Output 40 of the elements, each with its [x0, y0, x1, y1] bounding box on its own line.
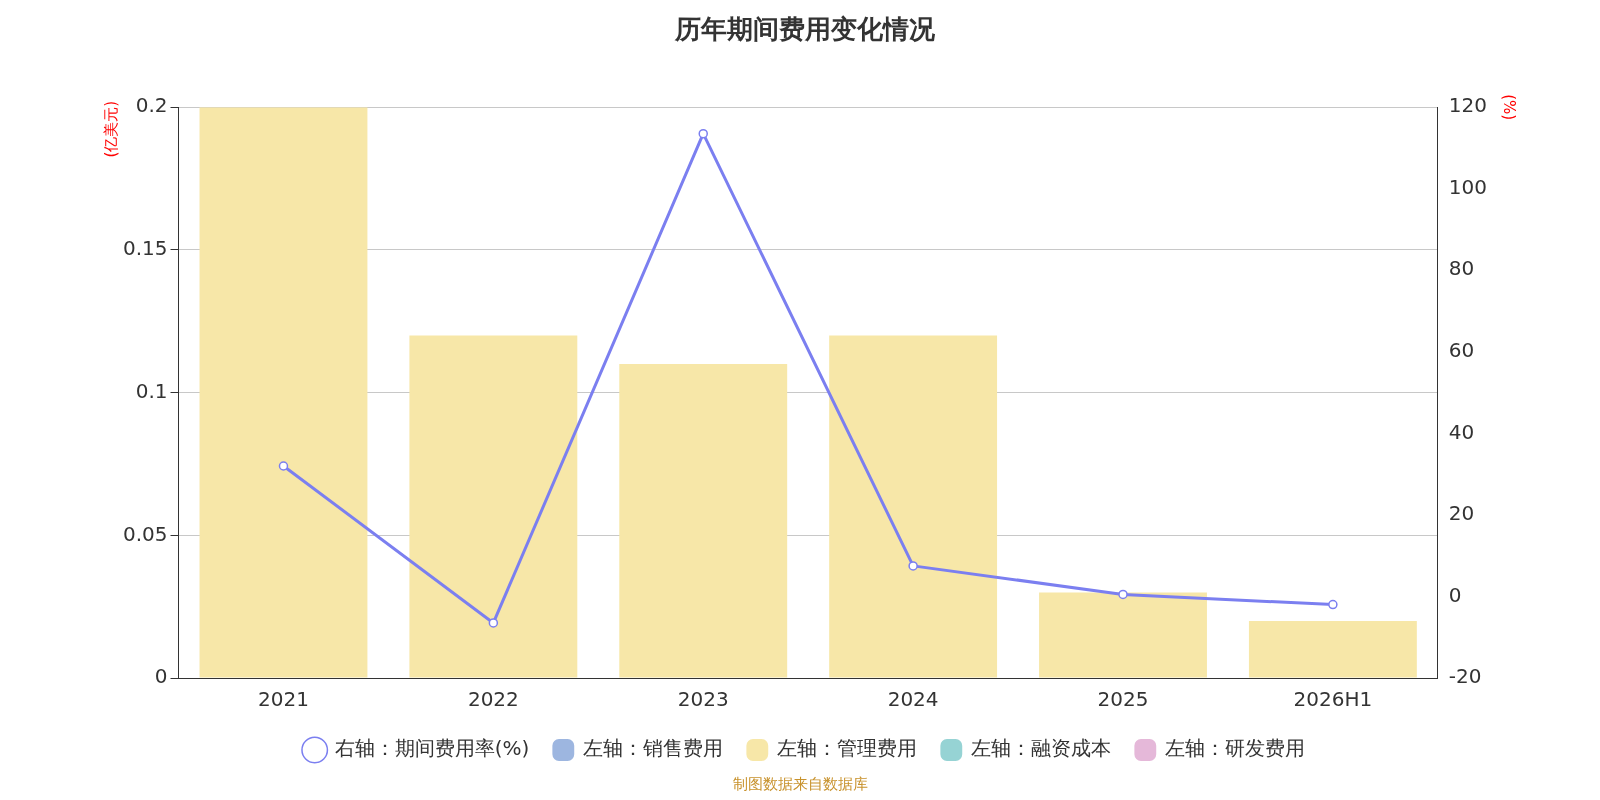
y2-tick-label: 120 [1448, 93, 1488, 118]
y-tick-label: 0.2 [135, 93, 168, 118]
y2-tick-label: -20 [1448, 664, 1482, 689]
x-tick-label: 2026H1 [1293, 687, 1373, 712]
y2-tick-label: 0 [1448, 582, 1462, 607]
y2-tick-label: 40 [1448, 419, 1475, 444]
point [278, 461, 289, 471]
y2-tick-label: 60 [1448, 338, 1475, 363]
y2-tick-label: 100 [1448, 174, 1488, 199]
y-tick-label: 0.15 [123, 236, 168, 261]
chart-title: 历年期间费用变化情况 [674, 14, 936, 45]
legend-label: 左轴：管理费用 [777, 736, 918, 761]
point [1328, 599, 1338, 610]
x-tick-label: 2023 [677, 687, 729, 712]
x-tick-label: 2021 [258, 687, 309, 712]
bar [619, 364, 788, 678]
bar [1039, 592, 1207, 678]
text: 制图数据来自数据库 [732, 774, 868, 793]
y2-axis-title: (%) [1500, 94, 1519, 121]
legend-label: 右轴：期间费用率(%) [334, 736, 530, 761]
bar [1248, 620, 1417, 678]
legend-label: 左轴：融资成本 [971, 736, 1112, 761]
bar [829, 335, 998, 678]
y2-tick-label: 80 [1448, 256, 1475, 281]
point [908, 561, 918, 571]
point [1118, 589, 1128, 600]
y-tick-label: 0 [154, 664, 168, 689]
x-tick-label: 2025 [1097, 687, 1149, 712]
y-axis-title: (亿美元) [101, 100, 120, 158]
bar [199, 107, 368, 678]
legend-label: 左轴：研发费用 [1165, 736, 1306, 761]
x-tick-label: 2024 [887, 687, 939, 712]
point [698, 128, 708, 139]
y-tick-label: 0.05 [123, 521, 168, 546]
x-tick-label: 2022 [467, 687, 519, 712]
point [488, 618, 499, 628]
y2-tick-label: 20 [1448, 501, 1475, 526]
y-tick-label: 0.1 [135, 378, 168, 403]
legend-label: 左轴：销售费用 [583, 736, 724, 761]
bar [409, 335, 578, 678]
